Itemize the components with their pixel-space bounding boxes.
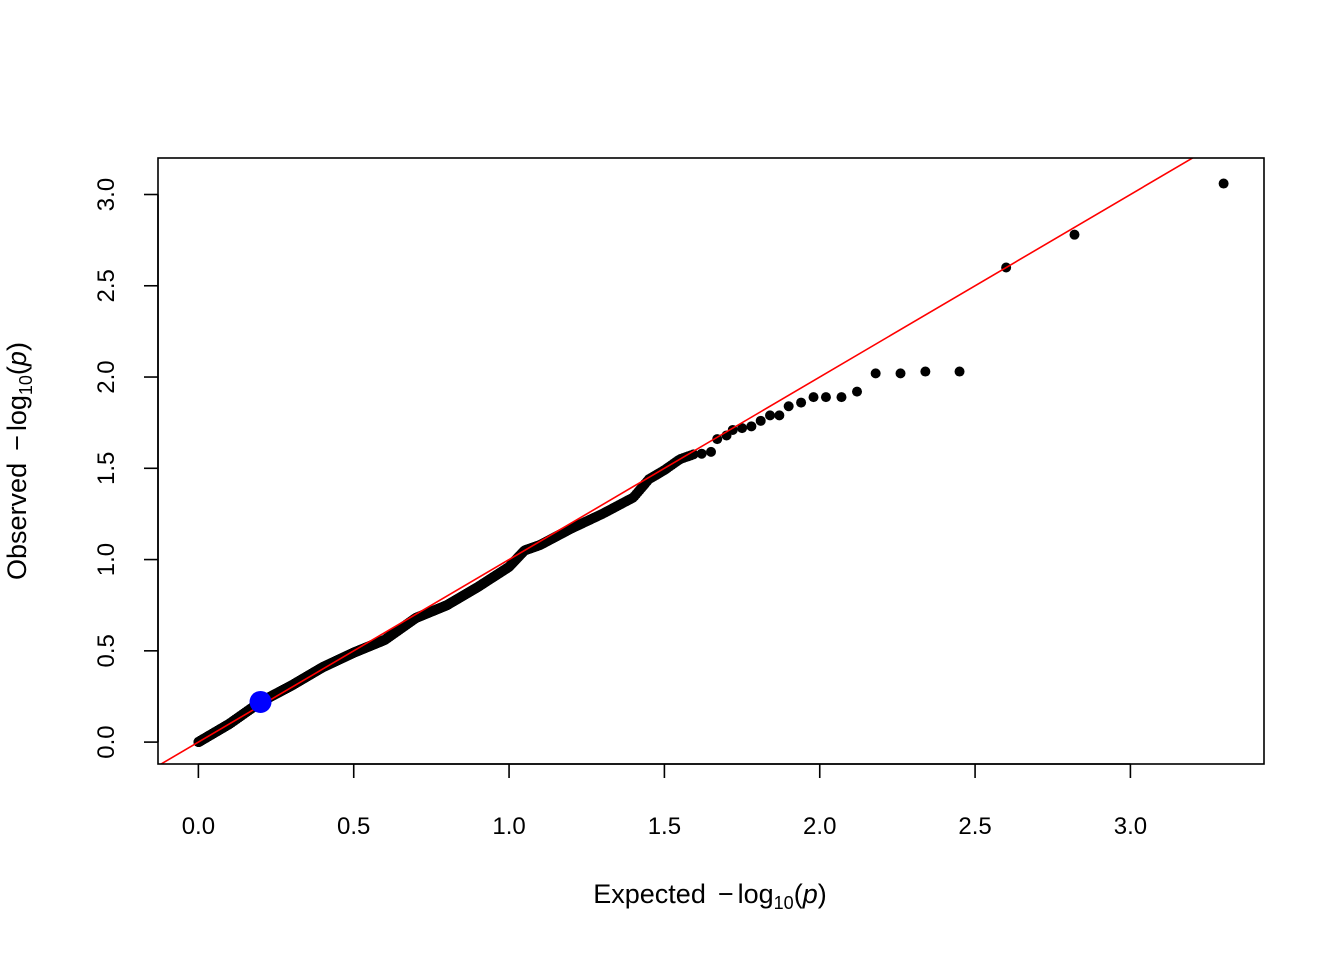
- data-point: [696, 448, 707, 459]
- data-point: [852, 386, 863, 397]
- x-axis-title-sub: 10: [774, 893, 794, 913]
- x-axis: 0.0 0.5 1.0 1.5 2.0 2.5 3.0: [182, 763, 1147, 840]
- data-point: [746, 421, 757, 432]
- data-point: [1069, 229, 1080, 240]
- y-tick-label: 1.5: [93, 452, 120, 485]
- data-point: [796, 397, 807, 408]
- y-axis-title-var: p: [2, 351, 32, 367]
- y-axis-title: Observed − log10(p): [2, 342, 36, 580]
- data-point: [954, 366, 965, 377]
- y-tick-label: 1.0: [93, 543, 120, 576]
- x-axis-title: Expected − log10(p): [593, 879, 826, 913]
- data-point: [783, 401, 794, 412]
- plot-frame: [157, 157, 1265, 765]
- y-axis-title-fn: log: [2, 395, 32, 431]
- y-tick-label: 0.5: [93, 634, 120, 667]
- y-axis-title-open: (: [2, 366, 32, 375]
- y-axis-title-sub: 10: [16, 375, 36, 395]
- x-axis-title-close: ): [818, 879, 827, 909]
- data-point: [706, 446, 716, 457]
- y-tick-label: 3.0: [93, 178, 120, 211]
- y-axis-title-close: ): [2, 342, 32, 351]
- y-tick-label: 2.5: [93, 269, 120, 302]
- x-tick-label: 2.5: [958, 813, 991, 840]
- x-tick-label: 2.0: [803, 813, 836, 840]
- y-axis-title-minus: −: [2, 435, 32, 451]
- data-point: [765, 410, 776, 421]
- data-point: [836, 392, 847, 403]
- y-tick-label: 0.0: [93, 725, 120, 758]
- highlight-point: [249, 690, 272, 713]
- x-tick-label: 1.5: [648, 813, 681, 840]
- data-point: [895, 368, 906, 379]
- y-axis-title-prefix: Observed: [2, 463, 32, 580]
- x-tick-label: 1.0: [492, 813, 525, 840]
- y-axis: 0.0 0.5 1.0 1.5 2.0 2.5 3.0: [93, 178, 159, 759]
- x-axis-title-fn: log: [738, 879, 774, 909]
- x-axis-title-minus: −: [718, 879, 734, 909]
- data-point: [737, 423, 748, 434]
- data-point: [1218, 178, 1229, 189]
- x-axis-title-var: p: [802, 879, 818, 909]
- data-points: [193, 178, 1229, 748]
- x-tick-label: 0.5: [337, 813, 370, 840]
- data-point: [870, 368, 881, 379]
- data-point: [920, 366, 931, 377]
- x-tick-label: 0.0: [182, 813, 215, 840]
- x-axis-title-prefix: Expected: [593, 879, 706, 909]
- data-point: [820, 392, 831, 403]
- data-point: [808, 392, 819, 403]
- x-axis-title-open: (: [794, 879, 803, 909]
- x-tick-label: 3.0: [1114, 813, 1147, 840]
- data-point: [774, 410, 785, 421]
- y-tick-label: 2.0: [93, 360, 120, 393]
- data-point: [755, 415, 766, 426]
- reference-line: [159, 158, 1195, 764]
